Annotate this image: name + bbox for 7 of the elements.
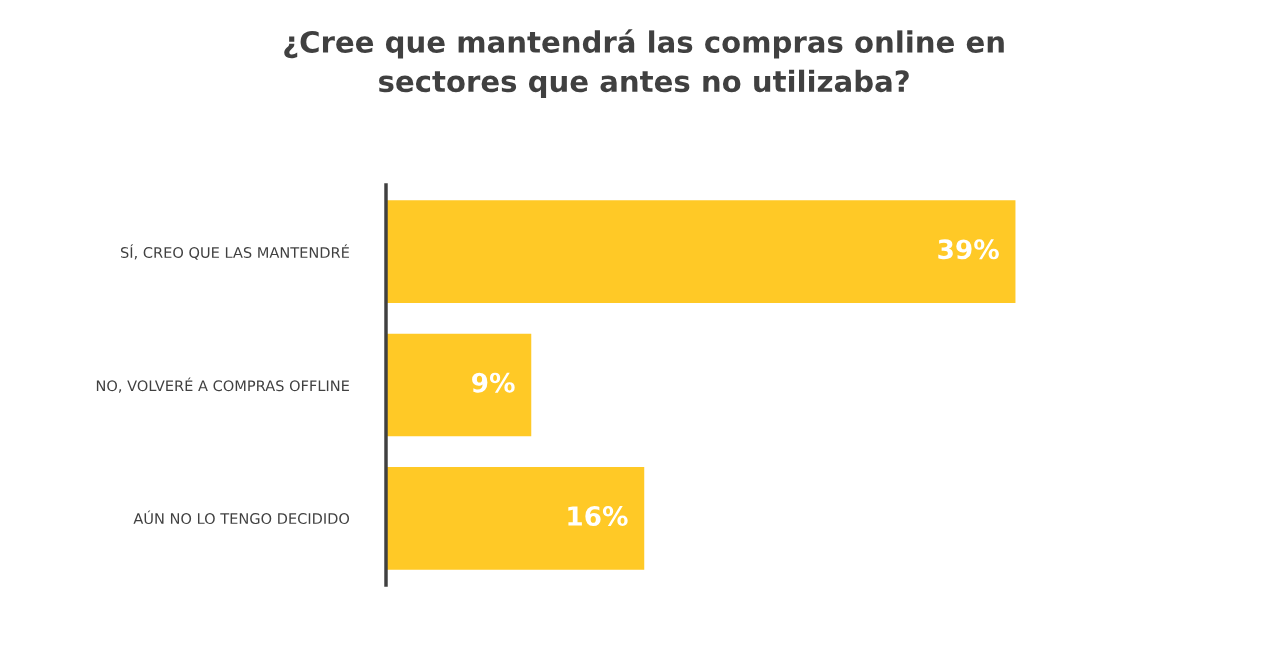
data-label: 16% [568, 506, 628, 526]
y-tick-label: NO, VOLVERÉ A COMPRAS OFFLINE [96, 377, 349, 393]
chart-title: ¿Cree que mantendrá las compras online en sectores que antes no utilizaba? [284, 29, 1004, 98]
data-label: 39% [938, 239, 999, 260]
y-tick-label: AÚN NO LO TENGO DECIDIDO [133, 510, 350, 525]
data-label: 9% [472, 372, 515, 393]
y-tick-label: SÍ, CREO QUE LAS MANTENDRÉ [120, 244, 349, 260]
